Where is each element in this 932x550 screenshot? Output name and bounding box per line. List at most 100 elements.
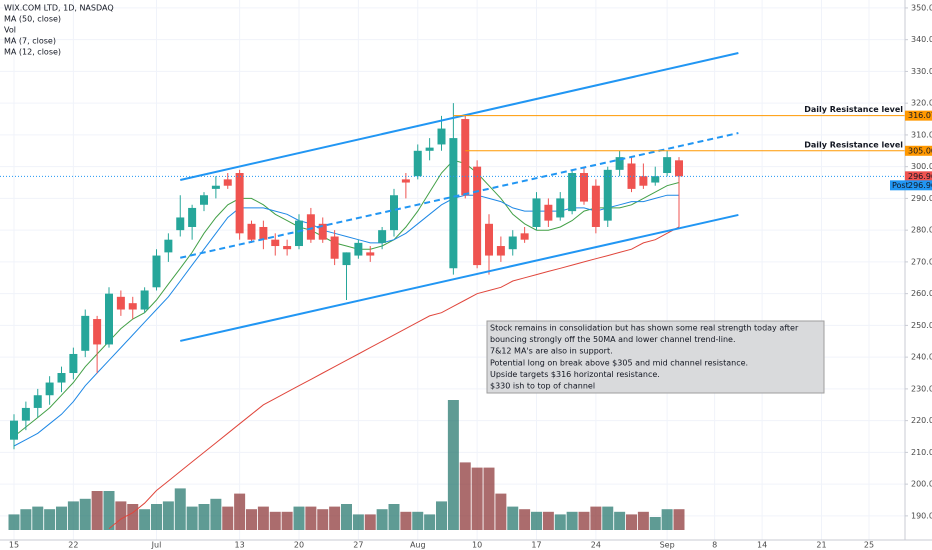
volume-bar xyxy=(626,514,637,530)
candle-body xyxy=(544,204,553,221)
candle-body xyxy=(473,166,482,266)
candle-body xyxy=(354,242,363,256)
candle-body xyxy=(401,179,410,183)
volume-bar xyxy=(495,493,507,530)
candle-body xyxy=(449,138,458,269)
volume-bar xyxy=(649,517,661,530)
y-tick-label: 290.00 xyxy=(911,194,932,203)
volume-bar xyxy=(269,511,281,530)
candle-body xyxy=(93,319,102,345)
candle-body xyxy=(603,169,612,221)
annotation-text: $330 ish to top of channel xyxy=(490,382,595,391)
volume-bar xyxy=(483,467,495,530)
volume-bar xyxy=(44,509,56,530)
legend-indicator: Vol xyxy=(4,26,16,35)
legend-title: WIX.COM LTD, 1D, NASDAQ xyxy=(4,4,114,13)
y-tick-label: 350.00 xyxy=(911,3,932,12)
candle-body xyxy=(259,226,268,240)
volume-bar xyxy=(293,506,305,530)
volume-bar xyxy=(507,506,519,530)
volume-bar xyxy=(67,501,79,530)
candle-body xyxy=(378,230,387,243)
candle-body xyxy=(330,236,339,259)
candle-body xyxy=(306,214,315,240)
y-tick-label: 210.00 xyxy=(911,448,932,457)
y-tick-label: 200.00 xyxy=(911,480,932,489)
y-tick-label: 300.00 xyxy=(911,162,932,171)
candle-body xyxy=(627,163,636,189)
x-tick-label: 10 xyxy=(472,541,482,550)
volume-bar xyxy=(79,498,91,530)
volume-bar xyxy=(424,514,436,530)
x-tick-label: 21 xyxy=(816,541,826,550)
price-tag xyxy=(905,110,932,121)
price-tag-label: 316.07 xyxy=(908,111,932,120)
volume-bar xyxy=(56,506,67,530)
candle-body xyxy=(188,207,197,227)
volume-bar xyxy=(281,511,293,530)
x-tick-label: 25 xyxy=(864,541,874,550)
y-tick-label: 340.00 xyxy=(911,35,932,44)
candle-body xyxy=(223,179,232,186)
price-tag-label: 305.00 xyxy=(908,146,932,155)
volume-bar xyxy=(471,467,483,530)
legend-indicator: MA (12, close) xyxy=(4,48,61,57)
y-tick-label: 280.00 xyxy=(911,226,932,235)
volume-bar xyxy=(388,504,400,530)
candle-body xyxy=(57,373,66,383)
candle-body xyxy=(580,173,588,202)
y-tick-label: 270.00 xyxy=(911,257,932,266)
candle-body xyxy=(651,176,660,183)
candle-body xyxy=(568,173,577,212)
volume-bar xyxy=(186,506,198,530)
volume-bar xyxy=(91,491,103,530)
volume-bar xyxy=(127,504,139,530)
x-tick-label: Jul xyxy=(151,541,162,550)
volume-bar xyxy=(20,509,32,530)
candle-body xyxy=(485,223,493,256)
y-tick-label: 250.00 xyxy=(911,321,932,330)
volume-bar xyxy=(637,511,649,530)
price-tag-label: 296.96 xyxy=(908,172,932,181)
volume-bar xyxy=(661,509,673,530)
volume-bar xyxy=(305,506,317,530)
y-tick-label: 240.00 xyxy=(911,353,932,362)
volume-bar xyxy=(447,400,459,530)
volume-bar xyxy=(210,498,222,530)
candle-body xyxy=(591,185,600,227)
x-tick-label: 27 xyxy=(353,541,363,550)
legend: WIX.COM LTD, 1D, NASDAQ MA (50, close) V… xyxy=(4,4,114,57)
volume-bar xyxy=(519,509,531,530)
volume-bar xyxy=(341,504,352,530)
candle-body xyxy=(211,185,220,189)
candle-body xyxy=(663,157,672,174)
volume-bar xyxy=(317,509,329,530)
volume-bar xyxy=(32,506,44,530)
post-tag-value: 296.96 xyxy=(908,181,932,190)
candle-body xyxy=(342,252,351,266)
annotation-text: Stock remains in consolidation but has s… xyxy=(490,324,799,333)
volume-bar xyxy=(412,511,424,530)
y-tick-label: 260.00 xyxy=(911,289,932,298)
legend-indicator: MA (50, close) xyxy=(4,15,61,24)
candle-body xyxy=(366,252,375,256)
y-tick-label: 190.00 xyxy=(911,511,932,520)
y-tick-label: 330.00 xyxy=(911,67,932,76)
candle-body xyxy=(140,290,149,310)
candle-body xyxy=(69,353,78,374)
candle-body xyxy=(105,293,113,345)
volume-bar xyxy=(352,514,364,530)
candle-body xyxy=(639,176,648,186)
x-tick-label: 8 xyxy=(712,541,717,550)
volume-bar xyxy=(673,509,685,530)
volume-bar xyxy=(376,509,388,530)
candle-body xyxy=(675,160,683,177)
x-tick-label: 14 xyxy=(757,541,767,550)
candle-body xyxy=(247,223,256,240)
volume-bar xyxy=(364,514,376,530)
volume-bar xyxy=(329,506,341,530)
candle-body xyxy=(21,407,30,421)
volume-bar xyxy=(246,509,257,530)
volume-bar xyxy=(400,511,412,530)
candle-body xyxy=(532,198,541,227)
